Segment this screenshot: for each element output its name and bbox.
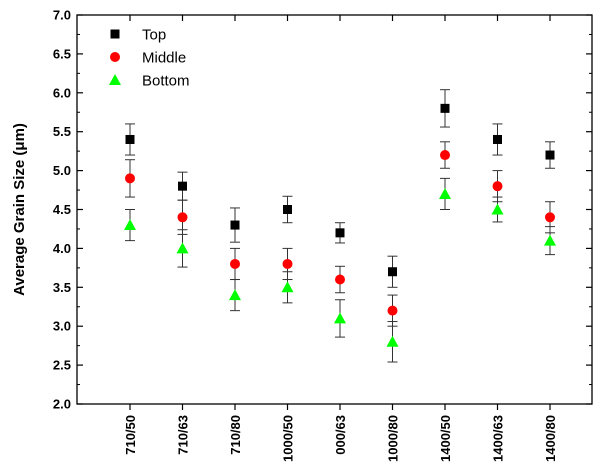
y-tick-label: 3.5 [53, 280, 71, 295]
x-tick-label: 1000/80 [386, 415, 401, 462]
data-point-middle [230, 258, 240, 269]
data-point-top [440, 103, 450, 113]
data-point-bottom [386, 335, 399, 347]
legend-label-middle: Middle [142, 50, 186, 67]
y-axis-title: Average Grain Size (μm) [11, 123, 28, 296]
data-point-middle [335, 274, 345, 285]
data-point-top [335, 228, 345, 238]
data-point-bottom [544, 234, 556, 246]
data-point-middle [492, 181, 503, 192]
x-tick-label: 710/50 [123, 415, 138, 455]
y-tick-label: 2.5 [53, 358, 71, 373]
x-tick-label: 710/80 [228, 415, 243, 455]
data-point-middle [545, 212, 555, 223]
data-point-bottom [176, 242, 189, 254]
legend-marker-middle [110, 52, 120, 62]
legend-label-top: Top [142, 27, 166, 44]
y-tick-label: 6.0 [53, 85, 71, 100]
data-point-bottom [491, 203, 504, 215]
x-tick-label: 000/63 [333, 415, 348, 455]
y-tick-label: 5.0 [53, 163, 71, 178]
data-point-bottom [439, 187, 451, 199]
data-point-middle [387, 305, 398, 316]
data-point-middle [177, 212, 188, 223]
legend: Top Middle Bottom [109, 27, 190, 90]
data-point-top [230, 220, 240, 230]
y-tick-label: 3.0 [53, 319, 71, 334]
y-tick-label: 6.5 [53, 46, 71, 61]
legend-marker-bottom [109, 74, 121, 85]
data-point-bottom [229, 289, 241, 301]
x-tick-label: 1400/80 [543, 415, 558, 462]
series-bottom [124, 177, 556, 363]
y-tick-label: 4.5 [53, 202, 71, 217]
series-layer [124, 89, 556, 363]
x-tick-label: 1000/50 [281, 415, 296, 462]
x-tick-label: 710/63 [176, 415, 191, 455]
data-point-top [388, 267, 397, 277]
x-tick-label: 1400/50 [438, 415, 453, 462]
data-point-top [545, 150, 555, 160]
x-tick-label: 1400/63 [491, 415, 506, 462]
data-point-bottom [334, 312, 346, 324]
data-point-top [178, 181, 187, 191]
data-point-bottom [281, 281, 294, 293]
legend-marker-top [110, 29, 120, 39]
data-point-top [493, 134, 502, 144]
data-point-top [125, 134, 135, 144]
y-tick-label: 4.0 [53, 241, 71, 256]
data-point-bottom [124, 219, 136, 231]
series-top [125, 89, 555, 288]
data-point-middle [282, 258, 293, 269]
y-tick-label: 5.5 [53, 124, 71, 139]
y-tick-label: 7.0 [53, 8, 71, 23]
series-middle [125, 141, 555, 327]
legend-label-bottom: Bottom [142, 73, 190, 90]
axes: 2.0 2.5 3.0 3.5 4.0 4.5 5.0 5.5 6.0 6.5 7.0 Average… [11, 8, 593, 462]
data-point-middle [440, 150, 450, 161]
data-point-middle [125, 173, 135, 184]
data-point-top [283, 205, 292, 214]
y-tick-label: 2.0 [53, 397, 71, 412]
